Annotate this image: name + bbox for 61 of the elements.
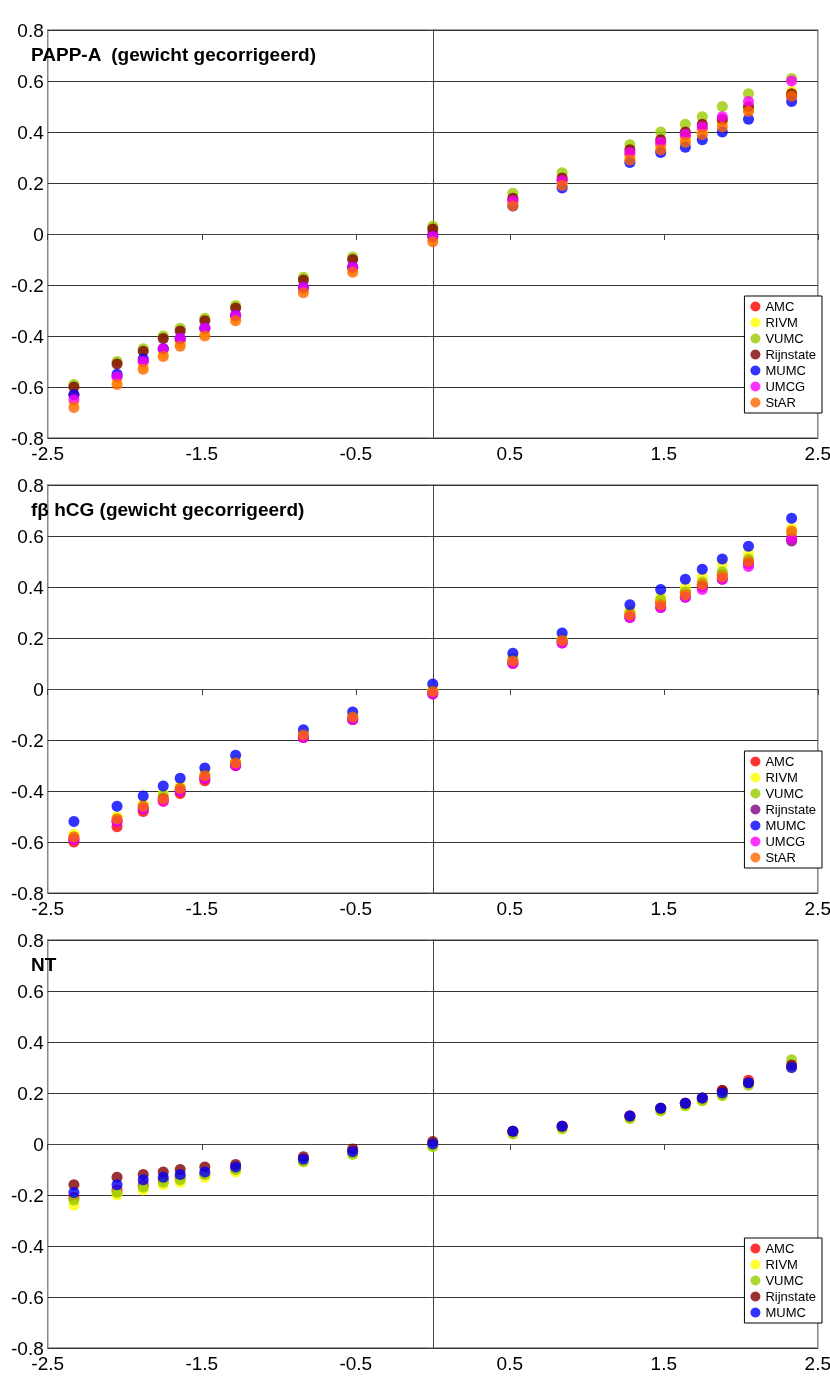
legend-label: VUMC	[765, 331, 804, 346]
y-tick-label: -0.2	[10, 274, 44, 296]
legend-label: VUMC	[765, 786, 804, 801]
text: PAPP-A (gewicht gecorrigeerd)	[31, 44, 317, 65]
legend-label: VUMC	[765, 1273, 804, 1288]
y-tick-label: 0.8	[17, 19, 44, 41]
legend-label: RIVM	[765, 315, 798, 330]
x-tick-label: 0.5	[496, 898, 523, 919]
legend-label: AMC	[765, 754, 795, 769]
y-tick-label: 0.4	[17, 1031, 45, 1053]
y-tick-label: -0.4	[10, 325, 45, 347]
legend-label: RIVM	[765, 1257, 798, 1272]
legend-label: Rijnstate	[765, 347, 816, 362]
x-tick-label: 1.5	[650, 443, 677, 464]
text: NT	[31, 954, 57, 975]
legend-label: StAR	[765, 850, 796, 865]
x-tick-label: -0.5	[339, 1353, 373, 1374]
x-tick-label: 2.5	[804, 898, 830, 919]
x-tick-label: -1.5	[185, 1353, 219, 1374]
y-tick-label: 0.6	[17, 525, 44, 547]
y-tick-label: 0.2	[17, 172, 44, 194]
x-tick-label: 0.5	[496, 443, 523, 464]
legend-label: UMCG	[765, 834, 806, 849]
legend-label: UMCG	[765, 379, 806, 394]
legend-label: MUMC	[765, 818, 806, 833]
y-tick-label: 0.2	[17, 1082, 44, 1104]
y-tick-label: 0.6	[17, 980, 44, 1002]
y-tick-label: 0.8	[17, 929, 44, 951]
legend-label: RIVM	[765, 770, 798, 785]
x-tick-label: -1.5	[185, 898, 219, 919]
legend-label: Rijnstate	[765, 802, 816, 817]
y-tick-label: -0.2	[10, 1184, 44, 1206]
y-tick-label: -0.6	[10, 1286, 44, 1308]
legend-label: MUMC	[765, 363, 806, 378]
y-tick-label: 0.8	[17, 474, 44, 496]
legend-label: Rijnstate	[765, 1289, 816, 1304]
legend-label: MUMC	[765, 1305, 806, 1320]
y-tick-label: -0.2	[10, 729, 44, 751]
y-tick-label: 0.2	[17, 627, 44, 649]
legend-label: AMC	[765, 1241, 795, 1256]
x-tick-label: -0.5	[339, 443, 373, 464]
text: fβ hCG (gewicht gecorrigeerd)	[31, 499, 305, 520]
y-tick-label: -0.6	[10, 831, 44, 853]
legend-label: StAR	[765, 395, 796, 410]
y-tick-label: -0.4	[10, 1235, 45, 1257]
y-tick-label: -0.6	[10, 376, 44, 398]
x-tick-label: 2.5	[804, 443, 830, 464]
y-tick-label: 0.4	[17, 576, 45, 598]
y-tick-label: 0	[33, 1133, 44, 1155]
x-tick-label: -1.5	[185, 443, 219, 464]
legend-label: AMC	[765, 299, 795, 314]
y-tick-label: 0.4	[17, 121, 45, 143]
x-tick-label: 1.5	[650, 1353, 677, 1374]
y-tick-label: 0.6	[17, 70, 44, 92]
x-tick-label: -0.5	[339, 898, 373, 919]
x-tick-label: 0.5	[496, 1353, 523, 1374]
x-tick-label: 1.5	[650, 898, 677, 919]
y-tick-label: 0	[33, 223, 44, 245]
y-tick-label: -0.4	[10, 780, 45, 802]
x-tick-label: 2.5	[804, 1353, 830, 1374]
y-tick-label: 0	[33, 678, 44, 700]
